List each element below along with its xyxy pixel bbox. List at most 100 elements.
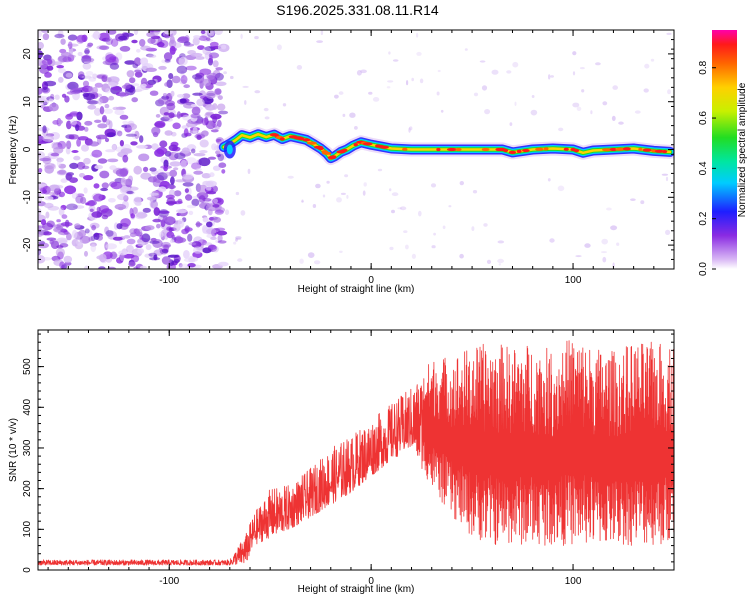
track-hotspot	[642, 148, 652, 152]
noise-blob	[69, 119, 77, 125]
faint-blob	[386, 86, 391, 89]
noise-blob	[214, 209, 224, 215]
noise-blob	[183, 128, 189, 138]
faint-blob	[389, 188, 392, 192]
faint-blob	[481, 85, 488, 91]
faint-blob	[313, 260, 321, 265]
faint-blob	[616, 242, 620, 246]
noise-blob	[214, 126, 220, 130]
noise-blob	[149, 192, 159, 196]
noise-blob	[98, 266, 106, 269]
noise-blob	[131, 97, 138, 103]
noise-blob	[166, 102, 176, 111]
noise-blob	[97, 158, 108, 164]
noise-blob	[95, 134, 108, 140]
faint-blob	[644, 63, 650, 69]
noise-blob	[191, 148, 196, 154]
noise-blob	[201, 203, 206, 207]
track-hotspot	[615, 147, 625, 151]
y-tick-label: 0	[22, 146, 33, 152]
noise-blob	[215, 227, 226, 232]
noise-blob	[115, 168, 128, 177]
faint-blob	[506, 70, 512, 74]
faint-blob	[240, 33, 243, 40]
noise-blob	[101, 83, 111, 93]
faint-blob	[411, 253, 416, 259]
noise-blob	[176, 237, 187, 243]
noise-blob	[162, 93, 168, 97]
noise-blob	[199, 68, 212, 75]
faint-blob	[233, 241, 237, 245]
noise-blob	[198, 157, 211, 167]
noise-blob	[140, 45, 152, 51]
noise-blob	[191, 162, 202, 170]
noise-blob	[182, 182, 194, 187]
noise-blob	[218, 110, 229, 115]
faint-blob	[299, 258, 304, 264]
noise-blob	[38, 30, 42, 38]
noise-blob	[196, 192, 209, 200]
faint-blob	[301, 200, 304, 203]
y-tick-label: 20	[22, 48, 33, 60]
faint-blob	[363, 182, 367, 187]
noise-blob	[119, 140, 124, 147]
faint-blob	[320, 30, 324, 36]
snr-line	[38, 340, 674, 566]
faint-blob	[339, 250, 343, 253]
noise-blob	[99, 253, 107, 263]
y-tick-label: -20	[22, 237, 33, 252]
noise-blob	[158, 210, 170, 214]
faint-blob	[459, 253, 464, 259]
noise-blob	[117, 193, 128, 201]
noise-blob	[154, 148, 165, 157]
faint-blob	[326, 180, 330, 184]
noise-blob	[76, 239, 83, 246]
noise-blob	[136, 212, 148, 219]
noise-blob	[87, 230, 93, 238]
noise-blob	[110, 38, 119, 47]
noise-blob	[89, 141, 99, 147]
noise-blob	[128, 261, 136, 267]
x-tick-label: 0	[368, 275, 374, 286]
noise-blob	[216, 230, 228, 236]
noise-blob	[134, 130, 140, 139]
noise-blob	[214, 30, 223, 36]
faint-blob	[406, 80, 409, 86]
noise-blob	[42, 33, 50, 41]
faint-blob	[661, 173, 669, 176]
noise-blob	[133, 266, 139, 269]
noise-blob	[114, 109, 125, 116]
noise-blob	[92, 73, 98, 79]
noise-blob	[83, 187, 88, 194]
track-hotspot	[638, 147, 643, 151]
faint-blob	[472, 190, 478, 194]
noise-blob	[148, 252, 158, 257]
noise-blob	[150, 200, 158, 209]
noise-blob	[153, 207, 160, 216]
noise-blob	[107, 81, 117, 88]
noise-blob	[56, 157, 64, 163]
noise-blob	[38, 87, 43, 95]
faint-blob	[431, 245, 436, 249]
faint-blob	[650, 58, 655, 62]
noise-blob	[134, 71, 143, 78]
noise-blob	[87, 100, 99, 105]
noise-blob	[177, 218, 185, 228]
faint-blob	[448, 205, 452, 208]
faint-blob	[408, 127, 411, 133]
noise-blob	[158, 40, 169, 48]
noise-blob	[68, 134, 79, 140]
noise-blob	[46, 191, 58, 195]
faint-blob	[403, 230, 408, 234]
noise-blob	[119, 45, 131, 52]
noise-blob	[212, 204, 220, 208]
noise-blob	[112, 144, 117, 150]
noise-blob	[133, 196, 142, 205]
noise-blob	[66, 140, 72, 150]
noise-blob	[133, 165, 142, 175]
faint-blob	[336, 197, 342, 203]
noise-blob	[205, 104, 216, 111]
faint-blob	[391, 209, 395, 214]
faint-blob	[312, 204, 317, 208]
track-hotspot	[662, 150, 668, 154]
